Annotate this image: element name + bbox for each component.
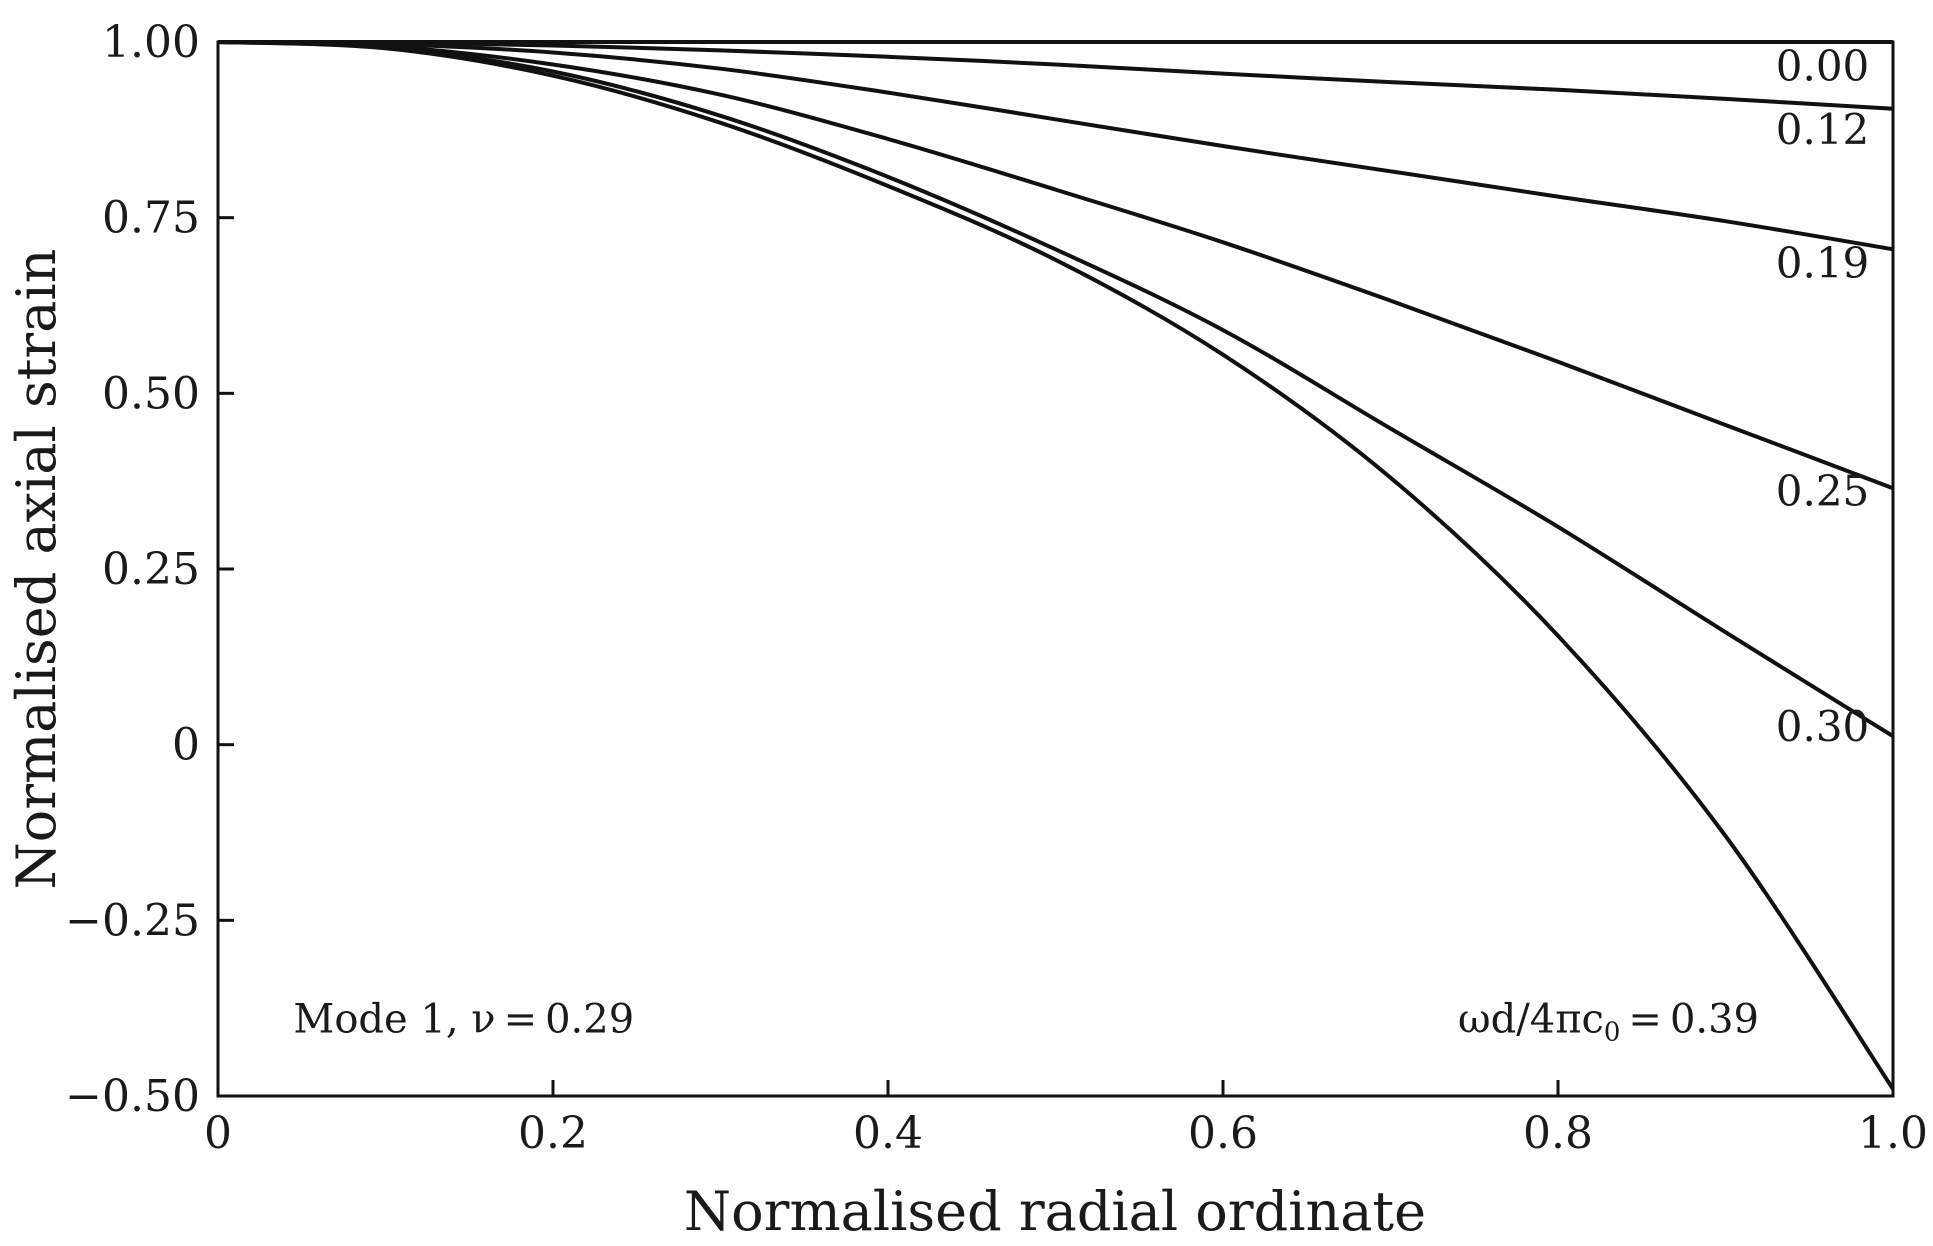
x-tick-label: 0.6	[1188, 1108, 1258, 1159]
x-tick-label: 0.8	[1523, 1108, 1593, 1159]
series-line-0-39	[218, 40, 1895, 1091]
series-labels: 0.00 0.12 0.19 0.25 0.30	[1776, 42, 1870, 752]
series-label: 0.30	[1776, 702, 1870, 751]
y-tick-label: 0	[172, 720, 200, 771]
annotations: Mode 1, ν = 0.29 ωd/4πc0 = 0.39	[293, 997, 1759, 1048]
x-tick-label: 1.0	[1858, 1108, 1928, 1159]
y-tick-label: −0.25	[65, 895, 200, 946]
y-axis-ticks: 1.00 0.75 0.50 0.25 0 −0.25 −0.50	[65, 17, 234, 1122]
series-label: 0.25	[1776, 467, 1870, 516]
series-line-0-12	[218, 40, 1894, 111]
frequency-annotation: ωd/4πc0 = 0.39	[1458, 997, 1759, 1048]
plot-frame	[216, 40, 1895, 1098]
x-axis-title: Normalised radial ordinate	[684, 1180, 1426, 1243]
y-tick-label: 0.75	[102, 193, 200, 244]
y-tick-label: −0.50	[65, 1071, 200, 1122]
y-tick-label: 0.50	[102, 368, 200, 419]
series-line-0-25	[218, 40, 1894, 491]
x-tick-label: 0	[204, 1108, 232, 1159]
series-line-0-30	[218, 40, 1895, 738]
y-tick-label: 0.25	[102, 544, 200, 595]
series-label: 0.12	[1776, 105, 1870, 154]
series-label: 0.00	[1776, 42, 1870, 91]
mode-annotation: Mode 1, ν = 0.29	[293, 997, 634, 1043]
x-axis-ticks: 0 0.2 0.4 0.6 0.8 1.0	[204, 1080, 1928, 1159]
y-axis-title: Normalised axial strain	[5, 249, 68, 890]
y-tick-label: 1.00	[102, 17, 200, 68]
series-lines	[218, 40, 1895, 1091]
x-tick-label: 0.4	[853, 1108, 923, 1159]
x-tick-label: 0.2	[518, 1108, 588, 1159]
series-label: 0.19	[1776, 238, 1870, 287]
series-line-0-19	[218, 40, 1894, 252]
